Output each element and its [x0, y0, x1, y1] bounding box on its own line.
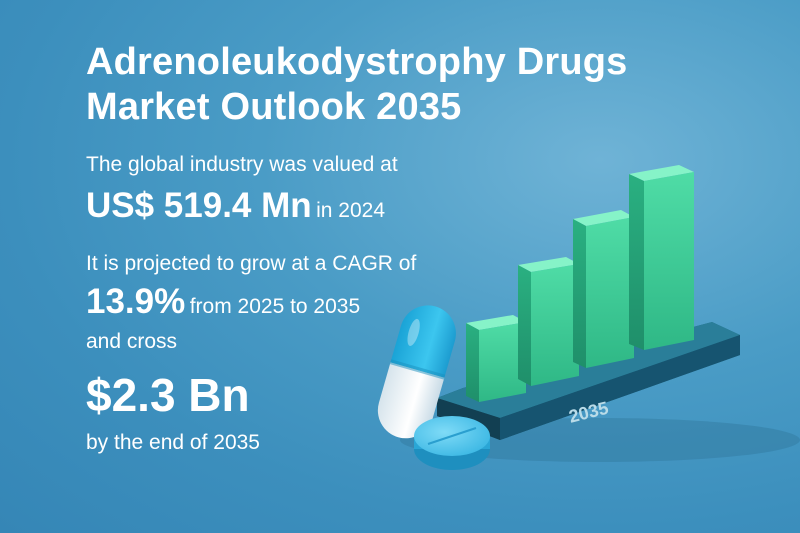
capsule-pill [377, 305, 456, 439]
valuation-year: in 2024 [316, 199, 386, 222]
valuation-2035: $2.3 Bn [86, 369, 250, 421]
cagr-intro-text: It is projected to grow at a CAGR of [86, 252, 417, 275]
valued-intro-text: The global industry was valued at [86, 153, 398, 176]
bar-2 [518, 257, 579, 386]
valuation-line: US$ 519.4 Mn in 2024 [86, 186, 385, 226]
cagr-value: 13.9% [86, 282, 186, 321]
bar-4 [629, 165, 694, 350]
valuation-2024: US$ 519.4 Mn [86, 186, 312, 225]
cagr-line: 13.9% from 2025 to 2035 [86, 282, 360, 322]
end-text: by the end of 2035 [86, 431, 260, 454]
tablet-pill [414, 416, 490, 470]
cagr-period: from 2025 to 2035 [189, 295, 361, 318]
page-title: Adrenoleukodystrophy Drugs Market Outloo… [86, 40, 628, 130]
cross-text: and cross [86, 330, 178, 353]
title-line-1: Adrenoleukodystrophy Drugs [86, 41, 628, 83]
bar-3 [573, 210, 634, 368]
bar-1 [466, 315, 526, 402]
title-line-2: Market Outlook 2035 [86, 86, 462, 128]
